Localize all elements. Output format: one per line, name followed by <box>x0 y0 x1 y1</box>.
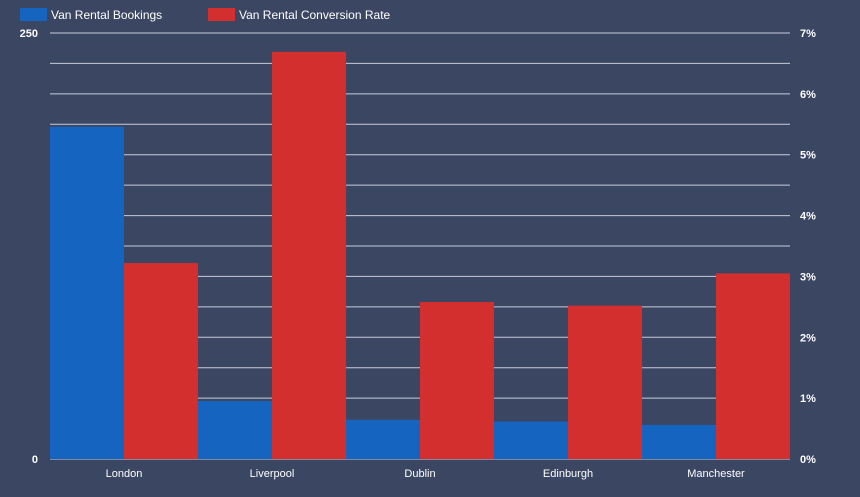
legend-label: Van Rental Bookings <box>51 8 162 22</box>
x-axis: London Liverpool Dublin Edinburgh Manchester <box>106 468 745 480</box>
conversion-bar-edinburgh <box>568 305 642 459</box>
bookings-bar-edinburgh <box>494 421 568 459</box>
left-tick-label: 250 <box>20 28 38 40</box>
category-label: Dublin <box>404 468 435 480</box>
conversion-bar-dublin <box>420 301 494 459</box>
bookings-bar-manchester <box>642 424 716 459</box>
right-tick-label: 0% <box>800 454 816 466</box>
bars <box>50 51 790 459</box>
right-tick-label: 7% <box>800 28 816 40</box>
category-label: London <box>106 468 143 480</box>
legend-label: Van Rental Conversion Rate <box>239 8 391 22</box>
conversion-bar-liverpool <box>272 51 346 459</box>
right-tick-label: 1% <box>800 393 816 405</box>
right-tick-label: 5% <box>800 150 816 162</box>
bookings-bar-dublin <box>346 419 420 459</box>
right-axis: 0% 1% 2% 3% 4% 5% 6% 7% <box>800 28 816 466</box>
legend-swatch <box>208 8 235 21</box>
right-tick-label: 3% <box>800 271 816 283</box>
bookings-bar-london <box>50 126 124 459</box>
right-tick-label: 4% <box>800 211 816 223</box>
conversion-bar-manchester <box>716 273 790 459</box>
right-tick-label: 6% <box>800 89 816 101</box>
conversion-bar-london <box>124 263 198 459</box>
right-tick-label: 2% <box>800 332 816 344</box>
category-label: Edinburgh <box>543 468 593 480</box>
category-label: Liverpool <box>250 468 295 480</box>
left-tick-label: 0 <box>32 454 38 466</box>
category-label: Manchester <box>687 468 745 480</box>
bookings-bar-liverpool <box>198 401 272 459</box>
legend-swatch <box>20 8 47 21</box>
left-axis: 0 250 <box>20 28 38 466</box>
legend: Van Rental Bookings Van Rental Conversion… <box>20 8 391 22</box>
